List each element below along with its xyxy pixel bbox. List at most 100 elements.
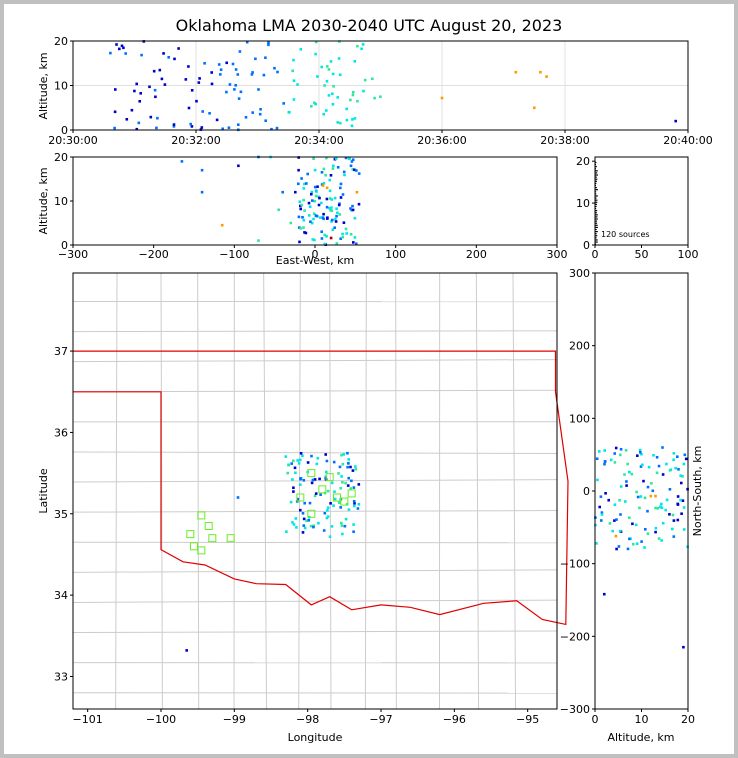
ew-source-point (302, 187, 306, 190)
ns-source-point (660, 502, 663, 506)
ns-source-point (615, 518, 618, 521)
time-source-point (251, 71, 254, 74)
county-line (329, 272, 332, 710)
time-xtick-label: 20:38:00 (540, 134, 589, 147)
ns-source-point (646, 509, 649, 513)
ew-source-point (329, 236, 333, 240)
ns-source-point (638, 448, 642, 452)
ns-plot-ylabel: North-South, km (691, 446, 704, 537)
time-source-point (362, 89, 365, 93)
map-xtick-label: −96 (443, 713, 466, 726)
ns-source-point (646, 485, 650, 489)
ns-source-point (595, 457, 599, 460)
ns-source-point (650, 482, 653, 485)
map-source-point (302, 517, 306, 521)
county-line (72, 330, 558, 333)
county-line (512, 272, 517, 710)
map-source-point (322, 529, 326, 532)
ew-source-point (351, 204, 354, 208)
lma-station-marker (208, 534, 217, 543)
time-source-point (233, 88, 236, 91)
lma-station-marker (296, 493, 305, 502)
map-source-point (293, 466, 297, 470)
ew-xtick-label: −200 (139, 248, 169, 261)
ew-xtick-label: 300 (547, 248, 568, 261)
ew-source-point (344, 227, 348, 231)
map-source-point (347, 476, 350, 480)
ew-ytick-label: 0 (61, 239, 68, 252)
time-source-point (356, 99, 359, 103)
time-source-point (187, 65, 190, 68)
map-source-point (299, 508, 302, 512)
map-xtick-label: −95 (516, 713, 539, 726)
ew-source-point (348, 157, 351, 160)
map-source-point (332, 460, 336, 464)
ns-source-point (672, 535, 676, 538)
ew-source-point (302, 218, 306, 222)
ew-source-point (329, 209, 332, 212)
lma-station-marker (340, 497, 349, 506)
ns-source-point (598, 450, 601, 453)
ew-source-point (339, 196, 343, 199)
ns-source-point (671, 527, 674, 531)
time-source-point (275, 126, 279, 130)
map-source-point (305, 519, 308, 523)
map-source-point (309, 524, 313, 528)
time-source-point (122, 46, 125, 50)
ew-source-point (303, 231, 306, 234)
ns-source-point (614, 446, 618, 450)
map-source-point (310, 481, 314, 485)
county-line (475, 272, 480, 710)
map-source-point (340, 521, 343, 525)
time-source-point (245, 40, 249, 44)
ew-source-point (311, 238, 315, 241)
time-source-point (356, 44, 359, 48)
lma-station-marker (325, 473, 334, 482)
ns-source-point (649, 494, 653, 498)
map-frame (72, 272, 558, 710)
map-source-point (326, 515, 330, 518)
ew-source-point (321, 216, 325, 219)
map-source-point (343, 524, 347, 528)
ew-source-point (355, 242, 358, 245)
map-source-point (292, 490, 295, 493)
map-xlabel: Longitude (288, 731, 343, 744)
map-source-point (342, 453, 345, 456)
county-line (115, 272, 118, 710)
map-source-point (324, 476, 327, 480)
ns-ytick-label: 0 (583, 485, 590, 498)
lma-station-marker (226, 534, 235, 543)
ew-plot-xlabel: East-West, km (276, 254, 354, 267)
time-source-point (237, 97, 241, 100)
ew-source-point (336, 211, 339, 215)
map-source-point (298, 458, 302, 462)
map-source-point (354, 465, 357, 468)
time-source-point (282, 102, 285, 105)
map-source-point (352, 486, 356, 489)
map-source-point (306, 461, 310, 464)
ew-source-point (357, 202, 361, 206)
ns-source-point (676, 455, 679, 458)
map-source-point (357, 483, 361, 486)
ew-source-point (341, 193, 345, 196)
ew-source-point (331, 218, 334, 222)
time-source-point (244, 116, 248, 119)
ew-source-point (297, 182, 300, 186)
map-xtick-label: −98 (296, 713, 319, 726)
ns-source-point (677, 468, 680, 471)
time-source-point (148, 85, 151, 89)
time-source-point (167, 56, 170, 59)
lma-station-marker (204, 521, 213, 530)
time-source-point (149, 115, 153, 119)
ew-source-point (297, 215, 301, 219)
ns-source-point (640, 452, 643, 456)
ew-source-point (299, 227, 302, 230)
ns-source-point (604, 492, 607, 495)
ns-source-point (596, 478, 599, 482)
time-source-point (125, 118, 129, 121)
ew-source-point (300, 177, 303, 180)
time-source-point (349, 98, 352, 102)
ns-source-point (655, 456, 659, 459)
ns-source-point (613, 461, 617, 464)
ns-source-point (682, 462, 686, 466)
